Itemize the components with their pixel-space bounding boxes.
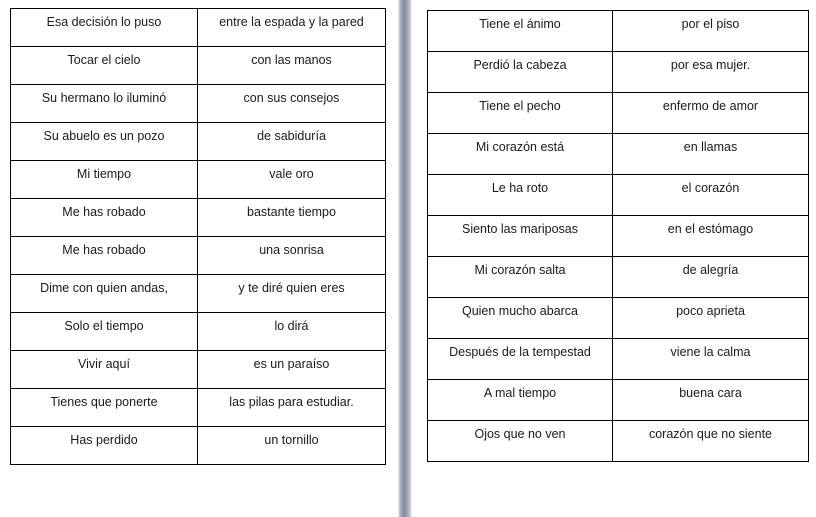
idiom-start-cell: Ojos que no ven	[427, 420, 613, 462]
idiom-start-cell: Mi corazón está	[427, 133, 613, 175]
table-row: Perdió la cabeza por esa mujer.	[427, 51, 809, 93]
idiom-table-right-body: Tiene el ánimo por el piso Perdió la cabez…	[427, 10, 809, 462]
idiom-end-cell: viene la calma	[612, 338, 809, 380]
table-row: Ojos que no ven corazón que no siente	[427, 420, 809, 462]
table-row: Le ha roto el corazón	[427, 174, 809, 216]
vertical-gradient-divider	[398, 0, 412, 517]
idiom-end-cell: lo dirá	[197, 312, 386, 351]
idiom-end-cell: y te diré quien eres	[197, 274, 386, 313]
idiom-start-cell: Solo el tiempo	[10, 312, 198, 351]
idiom-start-cell: Perdió la cabeza	[427, 51, 613, 93]
idiom-start-cell: Tienes que ponerte	[10, 388, 198, 427]
idiom-start-cell: Mi tiempo	[10, 160, 198, 199]
idiom-start-cell: Quien mucho abarca	[427, 297, 613, 339]
idiom-end-cell: las pilas para estudiar.	[197, 388, 386, 427]
idiom-start-cell: Me has robado	[10, 236, 198, 275]
table-row: Quien mucho abarca poco aprieta	[427, 297, 809, 339]
table-row: Después de la tempestad viene la calma	[427, 338, 809, 380]
idiom-end-cell: bastante tiempo	[197, 198, 386, 237]
idiom-end-cell: vale oro	[197, 160, 386, 199]
idiom-start-cell: Siento las mariposas	[427, 215, 613, 257]
idiom-start-cell: Su hermano lo iluminó	[10, 84, 198, 123]
idiom-end-cell: enfermo de amor	[612, 92, 809, 134]
idiom-end-cell: poco aprieta	[612, 297, 809, 339]
idiom-end-cell: con sus consejos	[197, 84, 386, 123]
table-row: A mal tiempo buena cara	[427, 379, 809, 421]
idiom-start-cell: Me has robado	[10, 198, 198, 237]
idiom-end-cell: con las manos	[197, 46, 386, 85]
idiom-start-cell: Mi corazón salta	[427, 256, 613, 298]
table-row: Esa decisión lo puso entre la espada y la…	[10, 8, 386, 47]
idiom-end-cell: el corazón	[612, 174, 809, 216]
idiom-end-cell: en el estómago	[612, 215, 809, 257]
idiom-end-cell: de sabiduría	[197, 122, 386, 161]
idiom-start-cell: Vivir aquí	[10, 350, 198, 389]
table-row: Me has robado una sonrisa	[10, 236, 386, 275]
idiom-end-cell: por esa mujer.	[612, 51, 809, 93]
idiom-table-left-body: Esa decisión lo puso entre la espada y la…	[10, 8, 386, 465]
idiom-start-cell: Le ha roto	[427, 174, 613, 216]
idiom-end-cell: de alegría	[612, 256, 809, 298]
table-row: Su hermano lo iluminó con sus consejos	[10, 84, 386, 123]
idiom-start-cell: A mal tiempo	[427, 379, 613, 421]
table-row: Su abuelo es un pozo de sabiduría	[10, 122, 386, 161]
idiom-end-cell: corazón que no siente	[612, 420, 809, 462]
idiom-table-left: Esa decisión lo puso entre la espada y la…	[10, 8, 386, 465]
idiom-end-cell: una sonrisa	[197, 236, 386, 275]
table-row: Mi tiempo vale oro	[10, 160, 386, 199]
table-row: Siento las mariposas en el estómago	[427, 215, 809, 257]
idiom-end-cell: buena cara	[612, 379, 809, 421]
table-row: Tiene el ánimo por el piso	[427, 10, 809, 52]
table-row: Solo el tiempo lo dirá	[10, 312, 386, 351]
table-row: Tocar el cielo con las manos	[10, 46, 386, 85]
idiom-end-cell: en llamas	[612, 133, 809, 175]
idiom-start-cell: Tiene el ánimo	[427, 10, 613, 52]
idiom-start-cell: Dime con quien andas,	[10, 274, 198, 313]
table-row: Mi corazón está en llamas	[427, 133, 809, 175]
table-row: Mi corazón salta de alegría	[427, 256, 809, 298]
idiom-table-right: Tiene el ánimo por el piso Perdió la cabez…	[427, 10, 809, 462]
idiom-end-cell: entre la espada y la pared	[197, 8, 386, 47]
table-row: Has perdido un tornillo	[10, 426, 386, 465]
idiom-end-cell: un tornillo	[197, 426, 386, 465]
idiom-start-cell: Esa decisión lo puso	[10, 8, 198, 47]
table-row: Vivir aquí es un paraíso	[10, 350, 386, 389]
idiom-end-cell: es un paraíso	[197, 350, 386, 389]
idiom-start-cell: Has perdido	[10, 426, 198, 465]
idiom-start-cell: Tocar el cielo	[10, 46, 198, 85]
idiom-start-cell: Su abuelo es un pozo	[10, 122, 198, 161]
idiom-end-cell: por el piso	[612, 10, 809, 52]
table-row: Dime con quien andas, y te diré quien ere…	[10, 274, 386, 313]
table-row: Tienes que ponerte las pilas para estudia…	[10, 388, 386, 427]
idiom-start-cell: Tiene el pecho	[427, 92, 613, 134]
idiom-start-cell: Después de la tempestad	[427, 338, 613, 380]
table-row: Me has robado bastante tiempo	[10, 198, 386, 237]
table-row: Tiene el pecho enfermo de amor	[427, 92, 809, 134]
